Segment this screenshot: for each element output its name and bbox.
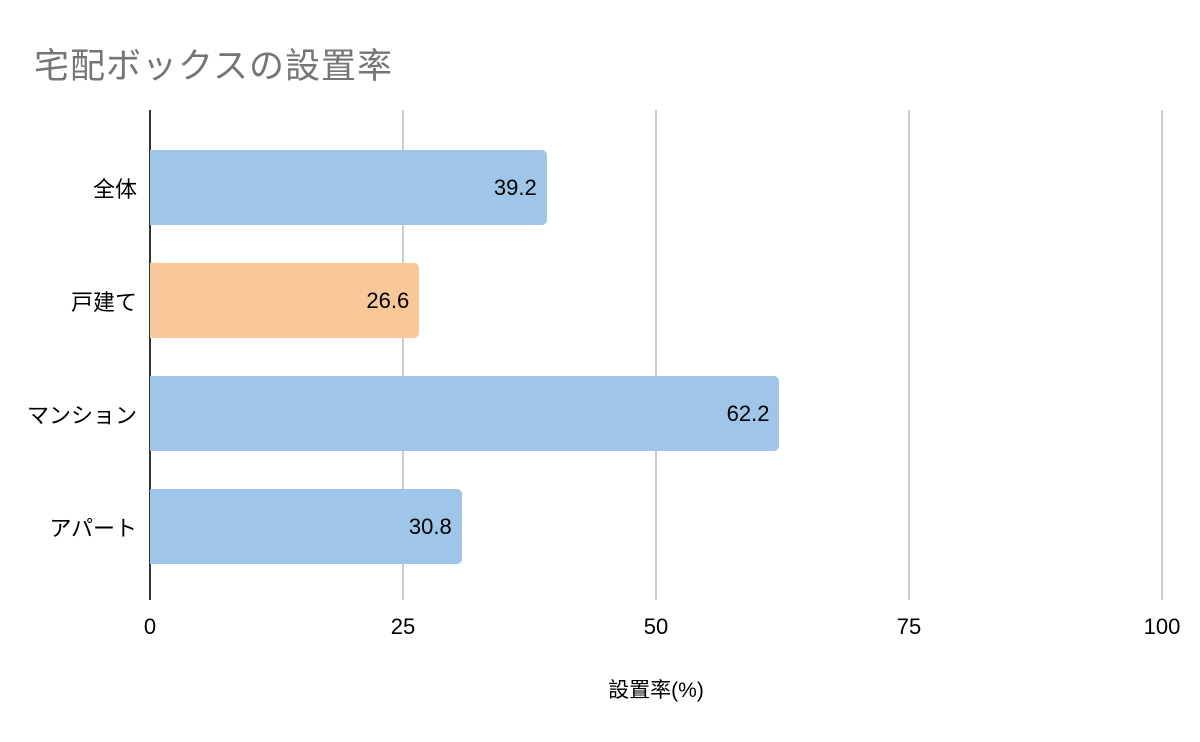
chart: 全体 39.2 戸建て 26.6 マンション 62.2 アパート 30.8 — [0, 110, 1163, 600]
y-axis-line — [149, 110, 151, 600]
bar-value-label: 30.8 — [408, 513, 452, 539]
data-bar: 30.8 — [150, 489, 462, 564]
x-axis-title: 設置率(%) — [608, 679, 704, 702]
bar-track: 39.2 — [150, 150, 1162, 225]
bar-row: 戸建て 26.6 — [0, 263, 1162, 338]
data-bar: 26.6 — [150, 263, 420, 338]
bar-value-label: 39.2 — [493, 174, 537, 200]
bar-track: 26.6 — [150, 263, 1162, 338]
category-label: アパート — [49, 515, 137, 541]
x-tick-label: 50 — [643, 614, 669, 639]
category-label: マンション — [26, 402, 137, 428]
plot-area — [149, 110, 1163, 600]
data-bar: 39.2 — [150, 150, 547, 225]
category-label: 全体 — [92, 176, 137, 202]
chart-title: 宅配ボックスの設置率 — [34, 47, 393, 86]
gridline — [402, 110, 404, 600]
x-axis-ticks: 0 25 50 75 100 — [144, 610, 1180, 646]
bar-row: アパート 30.8 — [0, 489, 1162, 564]
x-tick-label: 100 — [1143, 614, 1181, 639]
x-tick-label: 0 — [143, 614, 157, 639]
bar-row: 全体 39.2 — [0, 150, 1162, 225]
bar-value-label: 62.2 — [726, 400, 770, 426]
gridline — [1161, 110, 1163, 600]
gridline — [908, 110, 910, 600]
gridline — [655, 110, 657, 600]
data-bar: 62.2 — [150, 376, 780, 451]
bar-track: 30.8 — [150, 489, 1162, 564]
category-label: 戸建て — [70, 289, 137, 315]
bar-value-label: 26.6 — [366, 287, 410, 313]
bar-track: 62.2 — [150, 376, 1162, 451]
x-tick-label: 75 — [896, 614, 922, 639]
x-tick-label: 25 — [390, 614, 416, 639]
bar-row: マンション 62.2 — [0, 376, 1162, 451]
